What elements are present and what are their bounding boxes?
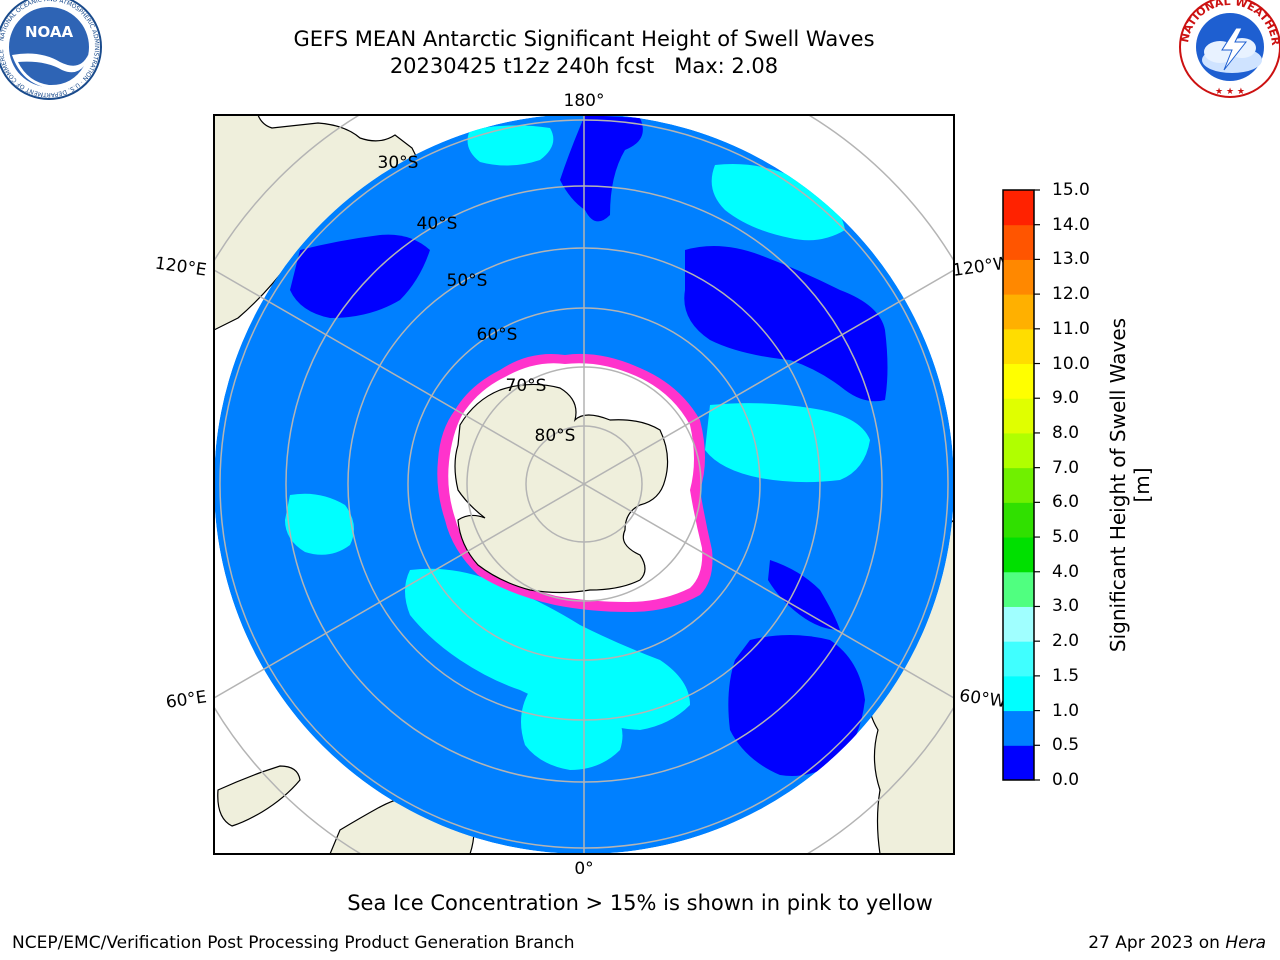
meridian-label-180: 180° bbox=[564, 91, 605, 111]
colorbar-segment bbox=[1003, 190, 1034, 226]
colorbar-tick-label: 0.0 bbox=[1052, 770, 1080, 790]
map-border bbox=[213, 114, 955, 855]
colorbar-tick-label: 5.0 bbox=[1052, 527, 1080, 548]
colorbar-tick-label: 11.0 bbox=[1052, 318, 1090, 339]
colorbar-tick-label: 13.0 bbox=[1052, 249, 1090, 270]
colorbar-segment bbox=[1003, 606, 1034, 642]
run-date-text: 27 Apr 2023 on bbox=[1088, 933, 1226, 953]
colorbar-tick-label: 4.0 bbox=[1052, 561, 1080, 582]
svg-text:★ ★ ★: ★ ★ ★ bbox=[1215, 87, 1245, 97]
graticule bbox=[214, 115, 954, 854]
chart-subtitle: 20230425 t12z 240h fcst Max: 2.08 bbox=[389, 54, 779, 78]
antarctica-landmass bbox=[454, 383, 669, 594]
latitude-label-60s: 60°S bbox=[477, 325, 518, 345]
nws-ring-text: NATIONAL WEATHER SERVICE bbox=[0, 0, 1280, 47]
run-date: 27 Apr 2023 on Hera bbox=[1088, 933, 1266, 953]
colorbar-segment bbox=[1003, 398, 1034, 434]
colorbar-tick-label: 1.0 bbox=[1052, 700, 1080, 721]
meridian-label-0: 0° bbox=[574, 859, 593, 879]
colorbar-segment bbox=[1003, 432, 1034, 469]
colorbar-tick-label: 14.0 bbox=[1052, 214, 1090, 235]
colorbar-segment bbox=[1003, 710, 1034, 746]
nws-logo: NATIONAL WEATHER SERVICE ★ ★ ★ bbox=[0, 0, 1280, 98]
colorbar-segment bbox=[1003, 294, 1034, 330]
colorbar-segment bbox=[1003, 641, 1034, 677]
colorbar-segment bbox=[1003, 363, 1034, 399]
credit-text: NCEP/EMC/Verification Post Processing Pr… bbox=[12, 933, 575, 953]
colorbar-tick-label: 9.0 bbox=[1052, 388, 1080, 409]
swell-low-patches bbox=[290, 115, 888, 776]
latitude-label-40s: 40°S bbox=[417, 214, 458, 234]
swell-moderate-patches bbox=[285, 125, 870, 770]
colorbar-tick-label: 6.0 bbox=[1052, 492, 1080, 513]
colorbar-segment bbox=[1003, 571, 1034, 607]
colorbar bbox=[1002, 189, 1040, 781]
colorbar-tick-label: 0.5 bbox=[1052, 735, 1080, 756]
meridian-label-60e: 60°E bbox=[165, 687, 208, 712]
colorbar-tick-label: 12.0 bbox=[1052, 284, 1090, 305]
colorbar-segment bbox=[1003, 259, 1034, 295]
colorbar-tick-label: 1.5 bbox=[1052, 665, 1080, 686]
latitude-label-30s: 30°S bbox=[378, 153, 419, 173]
colorbar-segment bbox=[1003, 675, 1034, 712]
machine-name: Hera bbox=[1225, 933, 1266, 953]
svg-text:NATIONAL WEATHER SERVICE: NATIONAL WEATHER SERVICE bbox=[0, 0, 1280, 47]
colorbar-segment bbox=[1003, 502, 1034, 538]
meridian-label-120e: 120°E bbox=[154, 254, 208, 281]
colorbar-segment bbox=[1003, 224, 1034, 260]
colorbar-tick-label: 10.0 bbox=[1052, 353, 1090, 374]
colorbar-tick-label: 3.0 bbox=[1052, 596, 1080, 617]
colorbar-title: Significant Height of Swell Waves [m] bbox=[1106, 317, 1154, 653]
meridian-label-60w: 60°W bbox=[958, 686, 1007, 712]
colorbar-tick-label: 2.0 bbox=[1052, 631, 1080, 652]
colorbar-segment bbox=[1003, 537, 1034, 573]
noaa-logo: NOAA NATIONAL OCEANIC AND ATMOSPHERIC AD… bbox=[0, 0, 102, 100]
latitude-label-50s: 50°S bbox=[447, 271, 488, 291]
sea-ice-footnote: Sea Ice Concentration > 15% is shown in … bbox=[347, 891, 933, 915]
colorbar-tick-label: 7.0 bbox=[1052, 457, 1080, 478]
madagascar-landmass bbox=[217, 765, 301, 827]
chart-title: GEFS MEAN Antarctic Significant Height o… bbox=[293, 27, 875, 51]
colorbar-tick-label: 8.0 bbox=[1052, 422, 1080, 443]
colorbar-segment bbox=[1003, 467, 1034, 503]
colorbar-tick-label: 15.0 bbox=[1052, 180, 1090, 200]
noaa-logo-text: NOAA bbox=[25, 23, 74, 41]
colorbar-segment bbox=[1003, 745, 1034, 781]
colorbar-segment bbox=[1003, 328, 1034, 365]
latitude-label-70s: 70°S bbox=[506, 376, 547, 396]
latitude-label-80s: 80°S bbox=[535, 426, 576, 446]
colorbar-border bbox=[1002, 189, 1035, 781]
